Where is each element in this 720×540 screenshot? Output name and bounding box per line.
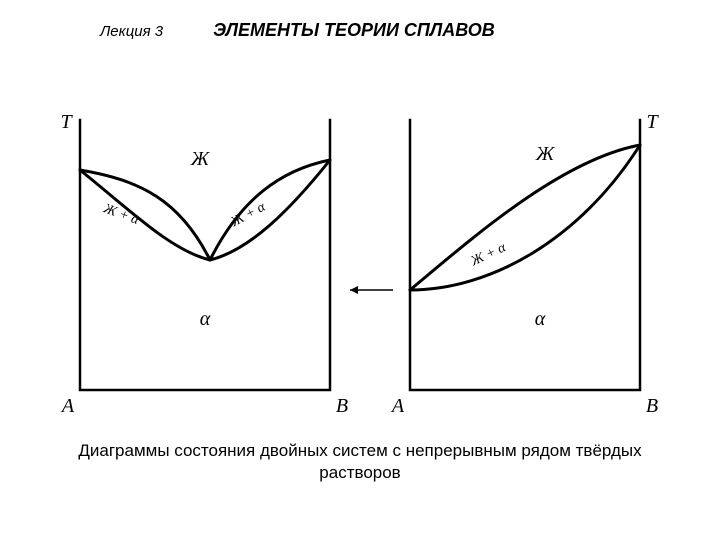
svg-text:A: A xyxy=(60,395,75,417)
phase-diagram: TABЖαЖ + αЖ + αTABЖαЖ + α xyxy=(40,100,680,420)
svg-text:Ж + α: Ж + α xyxy=(468,240,509,270)
svg-text:Ж: Ж xyxy=(190,148,211,170)
svg-text:α: α xyxy=(535,308,546,330)
svg-text:B: B xyxy=(336,395,348,417)
svg-text:α: α xyxy=(200,308,211,330)
svg-text:A: A xyxy=(390,395,405,417)
header: Лекция 3 ЭЛЕМЕНТЫ ТЕОРИИ СПЛАВОВ xyxy=(100,20,660,41)
svg-text:Ж: Ж xyxy=(535,143,556,165)
svg-text:T: T xyxy=(646,111,659,133)
phase-diagram-svg: TABЖαЖ + αЖ + αTABЖαЖ + α xyxy=(40,100,680,420)
lecture-label: Лекция 3 xyxy=(100,23,163,40)
svg-text:T: T xyxy=(60,111,73,133)
page: Лекция 3 ЭЛЕМЕНТЫ ТЕОРИИ СПЛАВОВ T A B Жα Ж … xyxy=(0,0,720,540)
caption: Диаграммы состояния двойных систем с неп… xyxy=(0,440,720,484)
svg-text:B: B xyxy=(646,395,658,417)
caption-line2: растворов xyxy=(319,463,400,482)
caption-line1: Диаграммы состояния двойных систем с неп… xyxy=(78,441,641,460)
page-title: ЭЛЕМЕНТЫ ТЕОРИИ СПЛАВОВ xyxy=(213,20,495,41)
